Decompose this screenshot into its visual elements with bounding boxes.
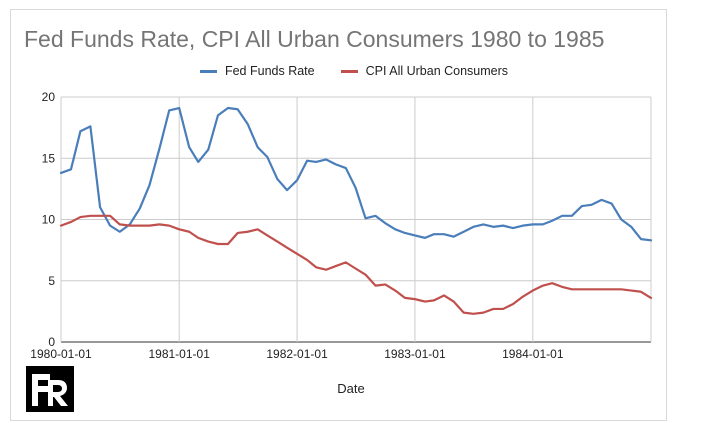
x-tick-label-3: 1983-01-01: [384, 347, 446, 361]
x-tick-label-1: 1981-01-01: [148, 347, 210, 361]
chart-frame: [10, 9, 667, 421]
legend-label-cpi: CPI All Urban Consumers: [365, 64, 509, 78]
y-tick-label-10: 10: [42, 213, 56, 227]
fr-logo-mark: [32, 374, 68, 406]
chart-title: Fed Funds Rate, CPI All Urban Consumers …: [24, 26, 605, 52]
y-tick-label-0: 0: [48, 335, 55, 349]
series-line-cpi-all-urban-consumers: [59, 214, 653, 315]
y-tick-label-20: 20: [42, 90, 56, 104]
x-axis-label: Date: [337, 381, 365, 396]
y-tick-label-5: 5: [48, 274, 55, 288]
legend-item-cpi: CPI All Urban Consumers: [340, 64, 509, 78]
legend: Fed Funds Rate CPI All Urban Consumers: [0, 64, 708, 78]
legend-swatch-cpi: [340, 69, 358, 73]
legend-item-fed-funds-rate: Fed Funds Rate: [199, 64, 315, 78]
y-tick-label-15: 15: [42, 151, 56, 165]
series-line-fed-funds-rate: [59, 106, 653, 242]
legend-swatch-fed-funds-rate: [199, 69, 217, 73]
legend-label-fed-funds-rate: Fed Funds Rate: [224, 64, 315, 78]
x-tick-label-2: 1982-01-01: [266, 347, 328, 361]
x-tick-label-4: 1984-01-01: [502, 347, 564, 361]
x-tick-label-0: 1980-01-01: [30, 347, 92, 361]
fr-logo: [26, 366, 74, 412]
